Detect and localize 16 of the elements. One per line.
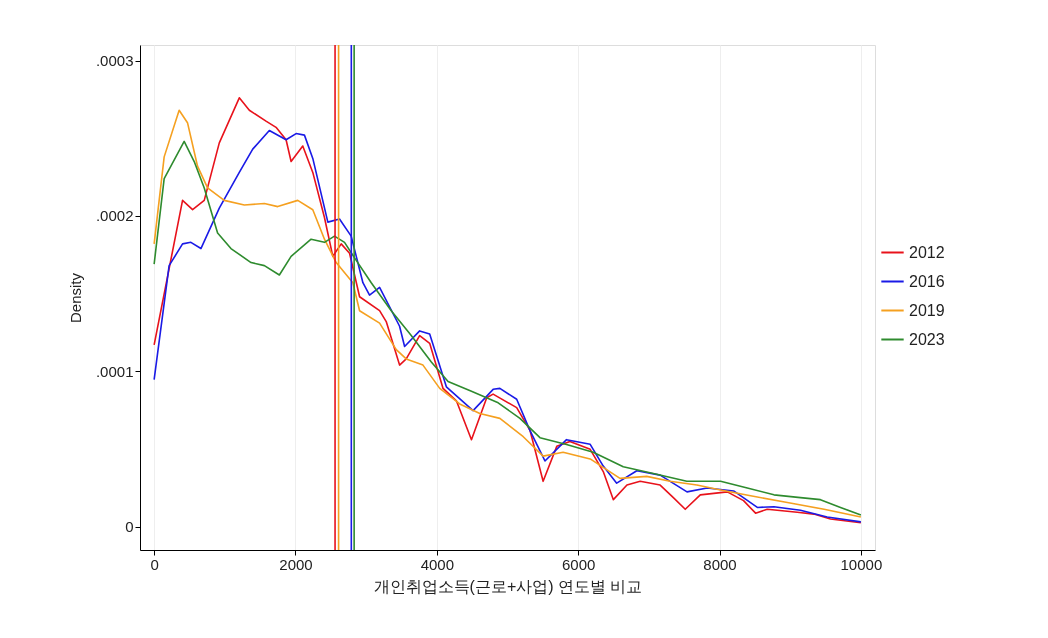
legend-label: 2019 [909,301,945,319]
y-tick-label: .0002 [95,207,134,225]
x-tick-label: 10000 [840,555,883,573]
legend-label: 2012 [909,243,945,261]
legend-label: 2016 [909,272,945,290]
x-tick-label: 8000 [703,555,737,573]
x-tick-label: 0 [150,555,159,573]
y-tick-label: .0001 [95,362,134,380]
x-tick-label: 6000 [561,555,596,573]
x-axis-title: 개인취업소득(근로+사업) 연도별 비교 [373,577,643,595]
legend-label: 2023 [909,330,945,348]
y-axis-title: Density [66,272,84,324]
y-tick-label: .0003 [95,52,134,70]
x-tick-label: 2000 [279,555,313,573]
x-tick-label: 4000 [420,555,455,573]
y-tick-label: 0 [125,518,134,536]
